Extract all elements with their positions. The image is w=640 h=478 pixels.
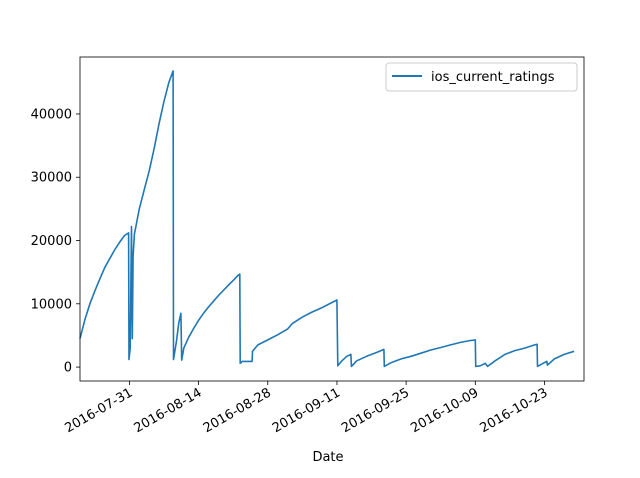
x-tick-label: 2016-10-23 (478, 385, 551, 436)
y-axis-ticks: 0 10000 20000 30000 40000 (31, 107, 80, 376)
plot-frame (79, 56, 585, 382)
y-tick-label: 40000 (31, 107, 72, 122)
y-tick-label: 10000 (31, 297, 72, 312)
y-tick-label: 30000 (31, 171, 72, 186)
plot-area (80, 57, 584, 381)
x-tick-label: 2016-08-28 (201, 385, 274, 436)
y-tick-label: 0 (64, 361, 72, 376)
x-axis-label: Date (312, 450, 343, 465)
series-line-ios_current_ratings (79, 70, 575, 368)
x-tick-label: 2016-07-31 (62, 385, 135, 436)
x-tick-label: 2016-08-14 (132, 385, 205, 436)
y-tick-label: 20000 (31, 234, 72, 249)
x-tick-label: 2016-09-25 (339, 385, 412, 436)
x-tick-label: 2016-10-09 (408, 385, 481, 436)
legend: ios_current_ratings (385, 62, 578, 92)
x-axis-ticks: 2016-07-312016-08-142016-08-282016-09-11… (62, 381, 550, 436)
legend-label: ios_current_ratings (431, 70, 555, 85)
series-group (79, 70, 575, 368)
x-tick-label: 2016-09-11 (270, 385, 343, 436)
legend-box (385, 62, 578, 92)
